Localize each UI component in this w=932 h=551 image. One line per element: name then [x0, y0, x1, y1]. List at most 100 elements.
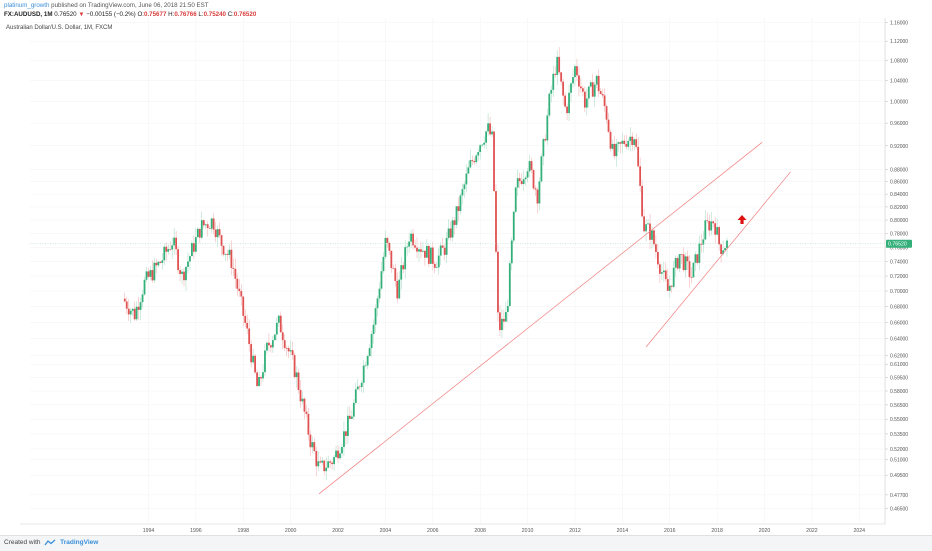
candle-body [538, 181, 541, 204]
tradingview-brand-link[interactable]: TradingView [60, 539, 99, 547]
y-tick-label: 0.82000 [890, 205, 908, 211]
x-tick-label: 1998 [237, 528, 249, 534]
candle-body [287, 348, 290, 352]
candle-body [301, 398, 304, 402]
candle-body [718, 227, 721, 245]
candle-body [637, 146, 640, 167]
candle-body [341, 446, 343, 454]
candle-body [532, 170, 535, 189]
candle-body [293, 355, 296, 378]
candle-body [173, 237, 176, 246]
candle-body [526, 171, 529, 178]
candle-body [307, 413, 310, 435]
candle-body [127, 308, 130, 315]
candle-body [662, 270, 665, 273]
y-tick-label: 1.00000 [890, 99, 908, 105]
candle-body [382, 256, 385, 272]
y-tick-label: 0.62000 [890, 354, 908, 360]
candle-body [179, 270, 181, 274]
candle-body [672, 267, 675, 287]
candle-body [706, 220, 709, 222]
candle-body [289, 350, 292, 352]
candle-body [189, 256, 191, 262]
candle-body [352, 402, 355, 417]
candle-body [400, 265, 403, 280]
candle-body [335, 450, 337, 458]
candle-body [258, 377, 260, 387]
candle-body [226, 253, 229, 255]
candle-body [155, 262, 158, 266]
candle-body [437, 255, 440, 268]
publish-info: platinum_growth published on TradingView… [4, 2, 209, 9]
candle-body [380, 271, 383, 289]
candle-body [163, 246, 166, 261]
high-label: H: [168, 11, 175, 18]
candle-body [583, 91, 586, 108]
candle-body [149, 270, 152, 277]
candle-body [453, 220, 456, 225]
candle-body [469, 160, 472, 168]
candle-body [240, 291, 243, 297]
close-value: 0.76520 [233, 11, 257, 18]
y-tick-label: 0.51000 [890, 457, 908, 463]
candle-body [141, 294, 144, 303]
candle-body [159, 261, 162, 263]
candle-body [214, 229, 217, 238]
candle-body [627, 140, 630, 147]
y-tick-label: 0.70000 [890, 289, 908, 295]
candle-body [283, 340, 286, 349]
candle-body [465, 173, 468, 185]
candle-body [524, 177, 527, 180]
candle-body [311, 442, 314, 448]
candle-body [171, 245, 174, 250]
candle-body [384, 237, 387, 257]
candle-body [378, 288, 381, 299]
author-link[interactable]: platinum_growth [4, 2, 50, 9]
candle-body [625, 143, 628, 147]
candle-body [611, 143, 614, 149]
candle-body [726, 240, 728, 249]
y-tick-label: 0.64000 [890, 337, 908, 343]
candle-body [504, 312, 507, 322]
candle-body [191, 243, 193, 257]
candle-body [333, 457, 335, 465]
candle-body [125, 301, 128, 309]
candle-body [487, 123, 489, 132]
candle-body [408, 241, 411, 247]
x-tick-label: 2024 [854, 528, 866, 534]
candle-body [593, 84, 596, 97]
candle-body [698, 243, 701, 263]
x-tick-label: 1994 [143, 528, 155, 534]
candle-body [508, 263, 511, 307]
candle-body [394, 268, 397, 281]
candle-body [639, 166, 642, 186]
candle-body [722, 250, 724, 255]
candle-body [457, 206, 460, 212]
y-tick-label: 0.88000 [890, 167, 908, 173]
candle-body [345, 431, 347, 436]
candle-body [633, 139, 636, 145]
candle-body [392, 268, 395, 269]
candle-body [439, 245, 442, 256]
candle-body [236, 278, 239, 289]
candle-body [317, 461, 320, 467]
candle-body [252, 355, 255, 363]
candle-body [295, 372, 298, 378]
last-price: 0.76520 [54, 11, 77, 18]
open-label: O: [137, 11, 145, 18]
candle-body [540, 156, 543, 182]
candle-body [273, 334, 276, 341]
low-value: 0.75240 [203, 11, 226, 18]
candle-body [416, 247, 418, 252]
candle-body [362, 365, 365, 383]
candle-body [323, 460, 326, 472]
y-tick-label: 0.47700 [890, 493, 908, 499]
candle-body [348, 415, 351, 419]
candle-body [230, 249, 233, 268]
candle-body [250, 344, 253, 363]
candle-body [198, 228, 201, 238]
candle-body [246, 322, 249, 329]
candle-body [528, 161, 531, 172]
candle-body [635, 139, 638, 147]
